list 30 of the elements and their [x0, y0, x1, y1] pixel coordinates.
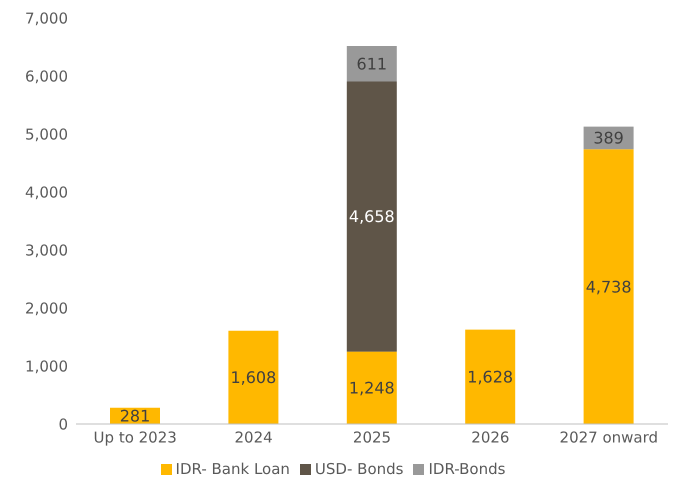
y-tick-label: 5,000: [25, 125, 68, 144]
x-tick-label: 2024: [234, 428, 273, 447]
bar: [465, 330, 516, 424]
legend-label: IDR-Bonds: [428, 460, 506, 478]
data-label: 389: [593, 128, 624, 148]
legend-label: USD- Bonds: [314, 460, 404, 478]
y-tick-label: 3,000: [25, 241, 68, 260]
x-tick-label: 2025: [352, 428, 392, 447]
y-tick-label: 1,000: [25, 357, 68, 376]
y-tick-label: 7,000: [25, 9, 68, 28]
bar: [346, 81, 397, 352]
data-label: 1,248: [348, 378, 395, 398]
x-tick-label: 2026: [471, 428, 510, 447]
data-label: 611: [356, 54, 388, 74]
y-tick-label: 0: [58, 415, 68, 434]
data-label: 1,628: [467, 367, 514, 386]
data-label: 1,608: [230, 368, 276, 388]
x-tick-label: 2027 onward: [560, 428, 658, 447]
bar: [346, 46, 397, 82]
y-tick-label: 6,000: [25, 67, 68, 86]
data-label: 281: [120, 406, 150, 426]
data-label: 4,738: [586, 277, 632, 296]
bar: [584, 149, 634, 424]
y-tick-label: 4,000: [25, 183, 68, 202]
y-tick-label: 2,000: [25, 299, 68, 318]
legend-label: IDR- Bank Loan: [176, 460, 290, 478]
bar: [346, 352, 397, 424]
bar: [228, 330, 278, 424]
data-label: 4,658: [348, 207, 395, 226]
x-tick-label: Up to 2023: [94, 428, 177, 447]
